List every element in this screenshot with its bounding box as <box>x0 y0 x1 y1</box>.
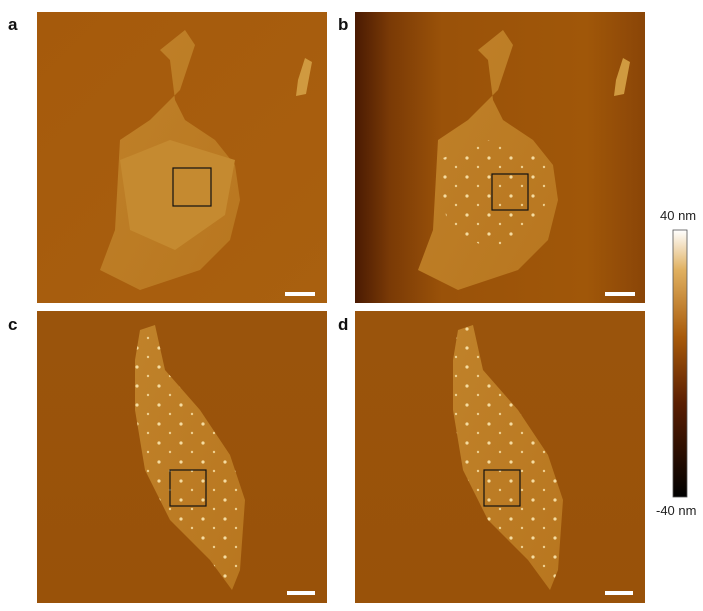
panel-b: b <box>338 12 645 303</box>
panel-label: a <box>8 15 18 34</box>
panel-label: b <box>338 15 348 34</box>
colorbar-min-label: -40 nm <box>656 503 696 518</box>
panel-label: c <box>8 315 17 334</box>
scale-bar <box>285 292 315 296</box>
colorbar: 40 nm -40 nm <box>656 208 696 518</box>
colorbar-gradient <box>673 230 687 497</box>
panel-c: c <box>8 311 327 603</box>
scale-bar <box>605 591 633 595</box>
scale-bar <box>605 292 635 296</box>
panel-d: d <box>338 311 645 603</box>
scale-bar <box>287 591 315 595</box>
colorbar-max-label: 40 nm <box>660 208 696 223</box>
panel-a: a <box>8 12 327 303</box>
panel-label: d <box>338 315 348 334</box>
figure: a b c d 40 nm -40 nm <box>0 0 703 611</box>
